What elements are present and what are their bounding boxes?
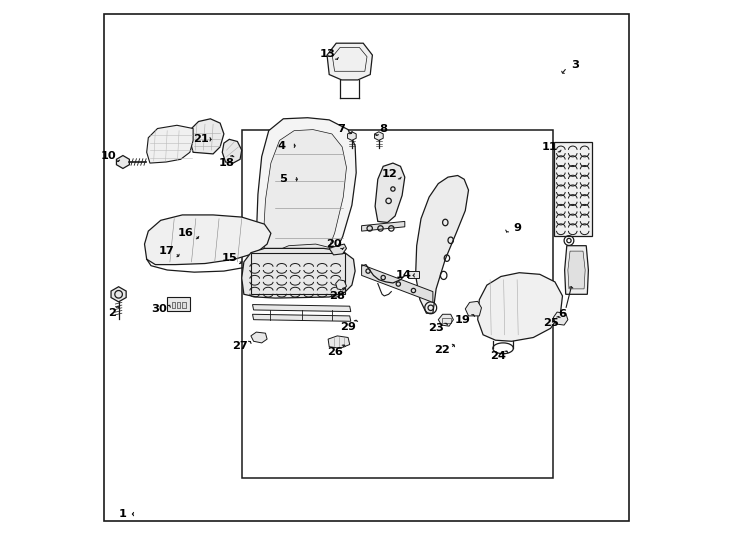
Text: 20: 20 [326,239,341,249]
Text: 18: 18 [219,158,235,168]
Text: 14: 14 [396,271,412,280]
Polygon shape [256,118,356,275]
Bar [442,318,451,323]
Polygon shape [252,305,351,312]
Polygon shape [335,280,346,290]
Text: 4: 4 [277,141,286,151]
Text: 29: 29 [340,322,356,332]
Polygon shape [328,336,349,348]
Text: 3: 3 [571,60,579,70]
Bar [177,302,180,308]
Text: 8: 8 [379,124,388,133]
Bar [172,302,175,308]
Polygon shape [438,314,454,326]
Bar [554,141,592,237]
Polygon shape [348,132,356,140]
Polygon shape [568,251,585,289]
Text: 1: 1 [119,509,127,519]
Polygon shape [362,265,433,302]
Text: 9: 9 [513,223,521,233]
Text: 22: 22 [434,345,449,355]
Polygon shape [252,314,351,321]
Polygon shape [564,246,589,294]
Text: 2: 2 [108,308,116,318]
Text: 28: 28 [330,291,345,301]
Text: 21: 21 [193,134,208,144]
Polygon shape [241,248,355,298]
Polygon shape [111,287,126,302]
Bar [251,253,346,294]
Polygon shape [190,119,224,154]
Text: 10: 10 [101,151,117,160]
Text: 27: 27 [232,341,248,350]
Polygon shape [374,132,383,140]
Text: 15: 15 [222,253,237,263]
Text: 25: 25 [542,318,559,328]
Text: 6: 6 [559,309,567,319]
Polygon shape [264,130,346,270]
Text: 30: 30 [151,304,167,314]
Polygon shape [415,176,468,313]
Polygon shape [375,163,404,222]
Text: 13: 13 [320,49,336,59]
Text: 26: 26 [327,347,343,357]
Bar [167,297,190,310]
Polygon shape [147,125,193,163]
Polygon shape [553,312,568,325]
Polygon shape [222,139,241,163]
Bar [407,271,419,278]
Polygon shape [330,244,346,255]
Text: 16: 16 [178,228,194,238]
Polygon shape [251,332,267,343]
Text: 11: 11 [542,142,557,152]
Text: 17: 17 [159,246,174,256]
Text: 19: 19 [455,315,471,325]
Polygon shape [327,43,372,80]
Bar [182,302,186,308]
Polygon shape [362,221,404,231]
Polygon shape [117,156,129,168]
Text: 24: 24 [490,352,506,361]
Text: 12: 12 [382,169,398,179]
Polygon shape [465,301,482,316]
Text: 7: 7 [337,124,345,133]
Text: 23: 23 [428,323,444,333]
Bar [241,130,553,478]
Polygon shape [145,215,271,265]
Text: 5: 5 [280,174,287,184]
Polygon shape [478,273,562,341]
Polygon shape [267,244,346,277]
